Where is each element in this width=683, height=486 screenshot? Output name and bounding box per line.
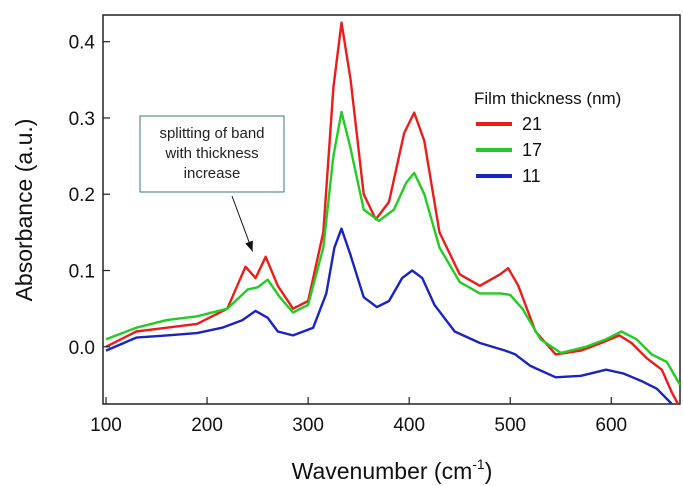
x-tick-label: 100	[90, 415, 122, 436]
legend-label-11: 11	[522, 166, 541, 186]
x-tick-label: 400	[393, 415, 425, 436]
x-tick-label: 300	[292, 415, 324, 436]
y-tick-label: 0.1	[69, 262, 95, 283]
series-line-21	[105, 21, 680, 405]
x-tick-label: 200	[191, 415, 223, 436]
y-tick-label: 0.0	[69, 338, 95, 359]
annotation-arrowhead	[245, 240, 253, 252]
y-tick-label: 0.4	[69, 33, 96, 54]
y-tick-label: 0.2	[69, 185, 95, 206]
y-tick-label: 0.3	[69, 109, 95, 130]
plot-frame	[102, 14, 681, 405]
annotation-line-3: increase	[184, 165, 241, 182]
legend-label-17: 17	[522, 140, 542, 160]
series-line-17	[105, 110, 682, 386]
legend-items: 21 17 11	[476, 114, 542, 186]
legend-title: Film thickness (nm)	[474, 89, 621, 108]
x-tick-label: 600	[595, 415, 627, 436]
annotation: splitting of band with thickness increas…	[139, 115, 285, 252]
annotation-box	[139, 115, 285, 193]
annotation-line-2: with thickness	[164, 145, 258, 162]
annotation-line-1: splitting of band	[159, 125, 264, 142]
legend: Film thickness (nm) 21 17 11	[474, 89, 621, 186]
legend-label-21: 21	[522, 114, 542, 134]
x-tick-label: 500	[494, 415, 526, 436]
series-layer	[105, 21, 682, 405]
x-axis-title: Wavenumber (cm-1)	[292, 456, 493, 484]
y-axis-title: Absorbance (a.u.)	[11, 119, 37, 302]
ticks-layer: 100 200 300 400 500 600 0.0 0.1 0.2 0.3 0.4	[69, 33, 628, 436]
series-line-11	[105, 227, 673, 405]
